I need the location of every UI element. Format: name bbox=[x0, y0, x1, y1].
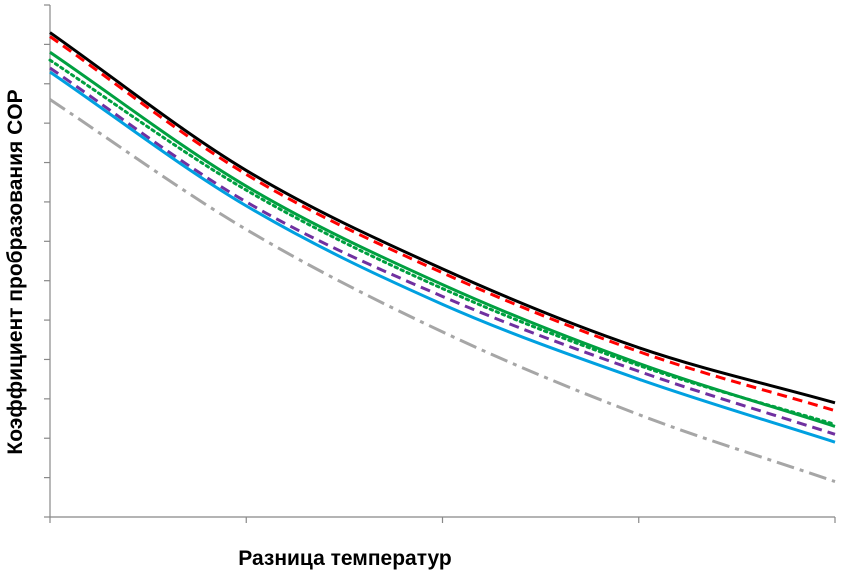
series-line-4 bbox=[48, 58, 837, 426]
x-axis-title: Разница температур bbox=[238, 547, 452, 570]
series-line-5 bbox=[49, 66, 836, 436]
series-line-7 bbox=[49, 98, 836, 483]
series-lines bbox=[48, 31, 837, 483]
y-axis-title: Коэффициент пробразования COP bbox=[4, 89, 27, 454]
series-line-1 bbox=[49, 31, 836, 405]
axes bbox=[44, 4, 836, 523]
series-line-2 bbox=[49, 35, 836, 413]
series-line-6 bbox=[49, 70, 836, 444]
